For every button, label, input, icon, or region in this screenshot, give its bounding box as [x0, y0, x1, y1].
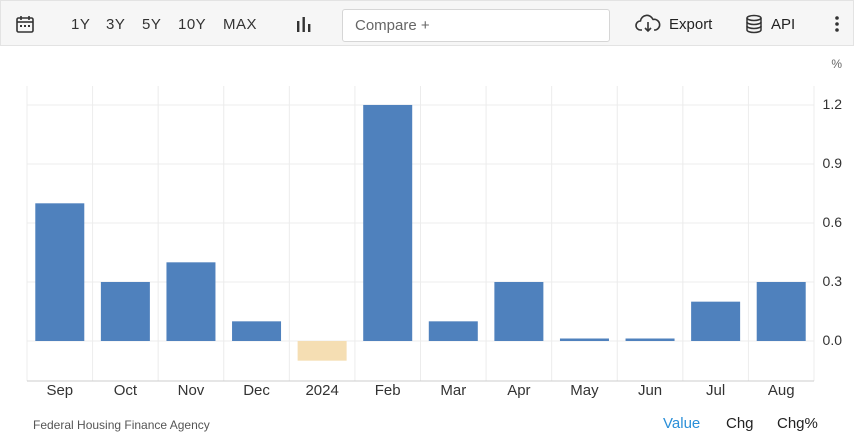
- vertical-dots-icon: [835, 16, 839, 32]
- x-tick-label: Feb: [375, 382, 401, 399]
- bar-chart: 1.2 0.9 0.6 0.3 0.0 Sep Oct Nov Dec 2024 Feb Mar Apr…: [26, 57, 842, 399]
- calendar-icon: [16, 16, 34, 33]
- bar-mar[interactable]: [428, 321, 478, 341]
- x-tick-label: May: [570, 382, 599, 399]
- y-tick-label: 0.3: [823, 273, 843, 289]
- export-label: Export: [669, 15, 713, 33]
- export-button[interactable]: Export: [635, 1, 712, 47]
- chg-percent-button[interactable]: Chg%: [777, 415, 818, 432]
- more-options-button[interactable]: [829, 1, 845, 47]
- x-tick-label: Jul: [706, 382, 725, 399]
- bar-sep[interactable]: [35, 203, 85, 341]
- bar-oct[interactable]: [100, 281, 150, 341]
- x-tick-label: Sep: [46, 382, 73, 399]
- bar-apr[interactable]: [494, 281, 544, 341]
- api-button[interactable]: API: [745, 1, 795, 47]
- x-tick-label: Dec: [243, 382, 270, 399]
- x-tick-label: Mar: [440, 382, 466, 399]
- bar-nov[interactable]: [166, 262, 216, 341]
- bar-jun[interactable]: [625, 338, 675, 342]
- bar-aug[interactable]: [756, 281, 806, 341]
- y-tick-label: 0.9: [823, 155, 843, 171]
- database-icon: [746, 14, 762, 34]
- x-tick-label: Oct: [114, 382, 138, 399]
- x-tick-label: Nov: [178, 382, 205, 399]
- range-1y-button[interactable]: 1Y: [71, 15, 91, 33]
- y-tick-label: 0.6: [823, 214, 843, 230]
- range-3y-button[interactable]: 3Y: [106, 15, 126, 33]
- grid-layer: [26, 86, 815, 382]
- y-axis-unit: %: [831, 57, 842, 71]
- x-tick-label: 2024: [305, 382, 338, 399]
- range-5y-button[interactable]: 5Y: [142, 15, 162, 33]
- bar-layer: [35, 104, 806, 361]
- range-10y-button[interactable]: 10Y: [178, 15, 207, 33]
- chart-area: 1.2 0.9 0.6 0.3 0.0 Sep Oct Nov Dec 2024 Feb Mar Apr…: [0, 46, 856, 447]
- range-max-button[interactable]: MAX: [223, 15, 258, 33]
- bar-feb[interactable]: [363, 104, 413, 342]
- x-tick-label: Apr: [507, 382, 530, 399]
- compare-input[interactable]: [343, 10, 609, 41]
- x-tick-label: Jun: [638, 382, 662, 399]
- bar-chart-icon: [297, 17, 311, 32]
- chg-button[interactable]: Chg: [726, 415, 754, 432]
- compare-field[interactable]: [342, 9, 610, 42]
- bar-dec[interactable]: [232, 321, 282, 341]
- bar-may[interactable]: [559, 338, 609, 342]
- api-label: API: [771, 15, 796, 33]
- y-tick-label: 1.2: [823, 96, 843, 112]
- calendar-button[interactable]: [15, 1, 35, 47]
- chart-toolbar: 1Y 3Y 5Y 10Y MAX Export API: [0, 0, 854, 46]
- label-layer: 1.2 0.9 0.6 0.3 0.0 Sep Oct Nov Dec 2024 Feb Mar Apr…: [46, 96, 842, 399]
- value-button[interactable]: Value: [663, 415, 701, 432]
- source-label: Federal Housing Finance Agency: [33, 418, 210, 432]
- x-tick-label: Aug: [768, 382, 795, 399]
- bar-jul[interactable]: [691, 301, 741, 341]
- bar-2024[interactable]: [297, 341, 347, 361]
- y-tick-label: 0.0: [823, 332, 843, 348]
- chart-type-button[interactable]: [295, 1, 313, 47]
- cloud-download-icon: [635, 14, 661, 33]
